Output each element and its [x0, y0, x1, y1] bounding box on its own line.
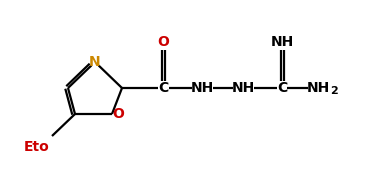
Text: NH: NH — [231, 81, 255, 95]
Text: NH: NH — [306, 81, 330, 95]
Text: O: O — [112, 107, 124, 121]
Text: C: C — [158, 81, 168, 95]
Text: O: O — [157, 35, 169, 49]
Text: Eto: Eto — [24, 140, 50, 154]
Text: NH: NH — [191, 81, 214, 95]
Text: NH: NH — [270, 35, 293, 49]
Text: 2: 2 — [330, 86, 338, 96]
Text: C: C — [277, 81, 287, 95]
Text: N: N — [89, 55, 101, 69]
